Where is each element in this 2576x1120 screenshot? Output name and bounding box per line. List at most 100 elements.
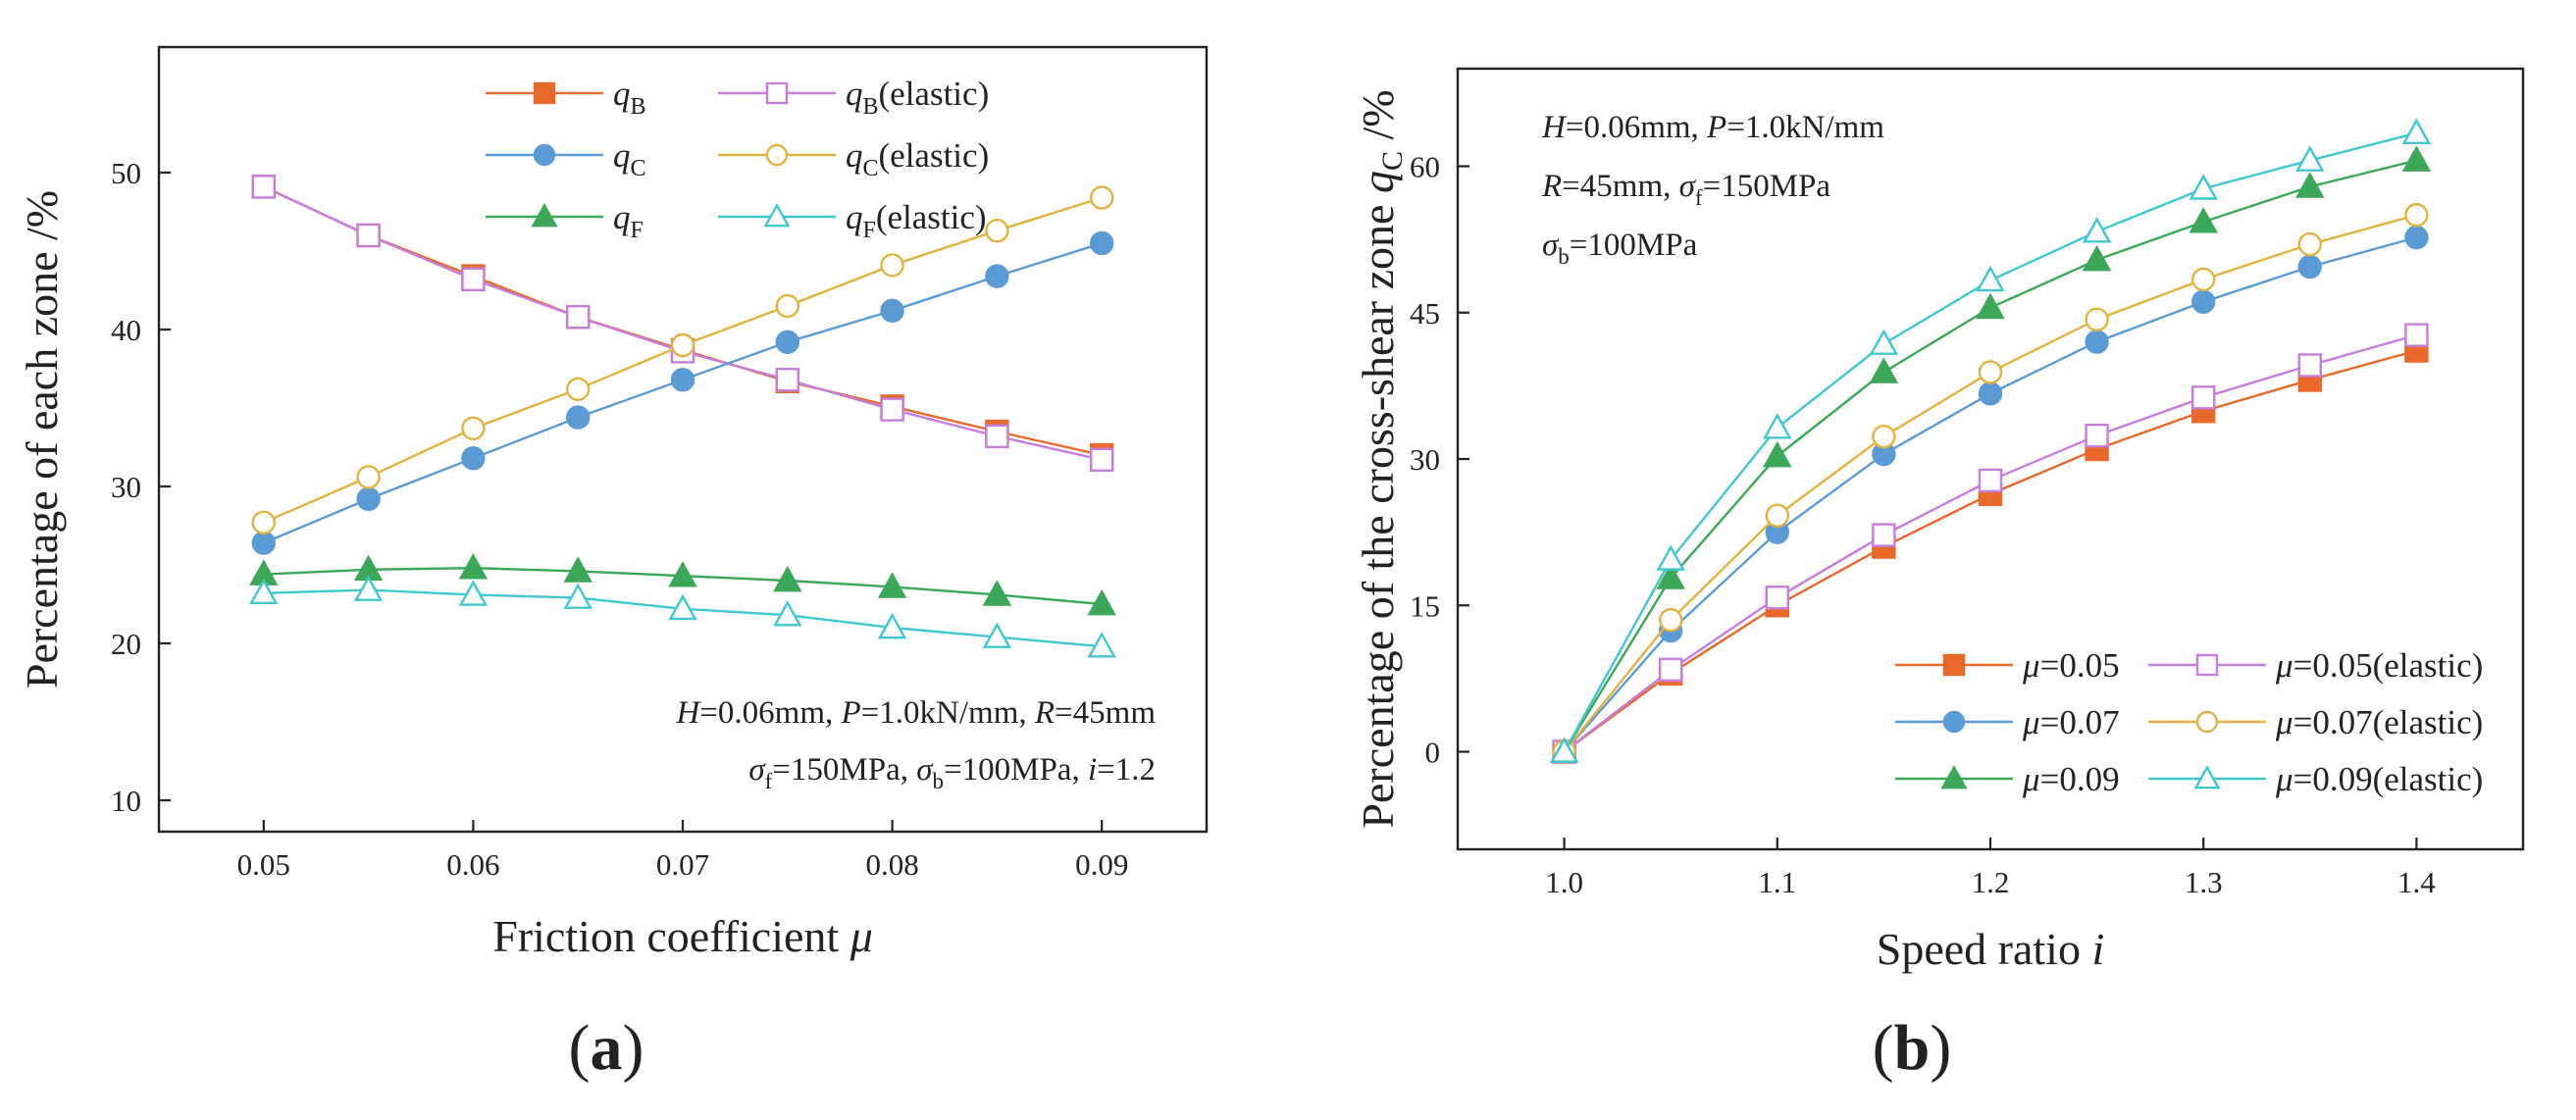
data-point-s4-p3 (1869, 357, 1899, 383)
text-span: ( (569, 1012, 591, 1084)
legend-label-5: μ=0.09(elastic) (2275, 760, 2483, 798)
text-span: ( (1873, 1012, 1894, 1084)
chart-panel-b: 1.0 1.1 1.2 1.3 1.4 0 15 30 45 60 Speed ratio i Per… (1353, 67, 2525, 1084)
legend-marker-0 (1942, 653, 1966, 677)
text-span: (elastic) (2373, 646, 2484, 685)
text-span: F (631, 218, 644, 243)
text-span: C (1376, 151, 1409, 171)
legend-label-1: qB(elastic) (846, 75, 989, 120)
data-point-s2-p7 (985, 264, 1009, 288)
data-point-s2-p1 (356, 486, 381, 511)
data-point-s1-p5 (2085, 423, 2109, 448)
data-point-s4-p4 (668, 561, 697, 587)
text-span: C (863, 156, 879, 181)
annotation-0: H=0.06mm, P=1.0kN/mm (1541, 110, 1884, 145)
data-point-s1-p7 (985, 424, 1009, 448)
data-point-s4-p6 (2189, 207, 2218, 233)
data-point-s4-p4 (1976, 292, 2005, 320)
data-point-s3-p8 (1089, 185, 1114, 210)
text-span: σ (1542, 228, 1560, 263)
x-tick-label: 1.1 (1758, 865, 1796, 899)
text-span: b (933, 769, 945, 793)
text-span: =45mm, (1562, 169, 1678, 204)
annotation-1: σf=150MPa, σb=100MPa, i=1.2 (748, 752, 1156, 793)
data-point-s2-p4 (670, 368, 696, 392)
legend-label-4: μ=0.09 (2022, 760, 2120, 798)
text-span: =1.2 (1097, 752, 1156, 788)
data-point-s5-p6 (877, 612, 907, 639)
data-point-s1-p3 (566, 305, 591, 330)
y-tick-label: 15 (1410, 588, 1440, 623)
text-span: P (1706, 110, 1726, 145)
text-span: =150MPa (1703, 169, 1831, 204)
y-tick-label: 45 (1410, 296, 1440, 331)
annotation-0: H=0.06mm, P=1.0kN/mm, R=45mm (675, 695, 1156, 731)
data-point-s2-p3 (566, 405, 591, 430)
x-axis-label: Friction coefficient μ (492, 911, 873, 961)
data-point-s5-p8 (2401, 118, 2432, 144)
data-point-s4-p7 (982, 580, 1012, 606)
text-span: q (613, 136, 631, 175)
data-point-s4-p2 (458, 553, 489, 580)
text-span: =100MPa (1570, 228, 1698, 263)
x-tick-label: 0.06 (446, 847, 499, 882)
data-point-s5-p2 (458, 580, 489, 606)
legend-marker-5 (763, 203, 791, 228)
x-tick-label: 1.2 (1972, 865, 2010, 899)
data-point-s1-p8 (1089, 447, 1114, 472)
legend-label-3: μ=0.07(elastic) (2275, 703, 2483, 741)
text-span: /% (1353, 89, 1403, 151)
y-tick-label: 30 (1410, 442, 1440, 477)
text-span: B (863, 94, 879, 120)
text-span: =0.07 (2293, 703, 2373, 741)
text-span: =1.0kN/mm (1726, 110, 1884, 145)
text-span: i (1088, 752, 1097, 788)
x-axis-label: Speed ratio i (1877, 924, 2105, 974)
text-span: μ (2022, 760, 2040, 798)
y-tick-label: 50 (111, 156, 141, 190)
text-span: σ (1679, 169, 1697, 204)
data-point-s4-p6 (877, 572, 907, 598)
legend-label-4: qF (613, 198, 644, 243)
text-span: =150MPa, (772, 752, 916, 788)
data-point-s5-p8 (1087, 632, 1116, 658)
legend-label-2: qC (613, 136, 646, 181)
text-span: Speed ratio (1877, 924, 2092, 974)
legend-label-0: μ=0.05 (2022, 646, 2120, 685)
data-point-s4-p5 (773, 565, 802, 592)
data-point-s3-p7 (985, 218, 1009, 243)
data-point-s3-p2 (1765, 503, 1790, 528)
x-tick-label: 0.09 (1075, 847, 1128, 882)
text-span: q (846, 75, 863, 113)
text-span: =0.05 (2293, 646, 2373, 685)
text-span: a (591, 1012, 623, 1084)
data-point-s5-p4 (1976, 265, 2005, 292)
text-span: Percentage of the cross-shear zone (1353, 193, 1403, 829)
text-span: (elastic) (2373, 703, 2484, 741)
data-point-s2-p4 (1978, 382, 2003, 406)
text-span: H (1541, 110, 1568, 145)
y-axis-label: Percentage of the cross-shear zone qC /% (1353, 89, 1409, 828)
data-point-s4-p5 (2082, 244, 2112, 272)
text-span: (elastic) (876, 198, 987, 236)
x-tick-label: 1.4 (2397, 865, 2436, 899)
legend-label-5: qF(elastic) (846, 198, 987, 243)
data-point-s1-p3 (1872, 523, 1896, 547)
data-point-s2-p8 (2404, 225, 2429, 250)
data-point-s5-p1 (353, 575, 384, 601)
legend-label-1: μ=0.05(elastic) (2275, 646, 2483, 685)
data-point-s1-p2 (461, 267, 486, 291)
text-span: ) (623, 1012, 644, 1084)
legend-marker-2 (533, 143, 556, 167)
text-span: ) (1930, 1012, 1951, 1084)
x-tick-label: 1.0 (1545, 865, 1583, 899)
series-line-0 (1563, 349, 2417, 753)
text-span: =0.06mm, (1566, 110, 1707, 145)
text-span: C (631, 156, 646, 181)
data-point-s2-p6 (880, 298, 904, 323)
data-point-s3-p3 (1872, 424, 1896, 449)
text-span: F (863, 218, 876, 243)
data-point-s2-p5 (775, 330, 799, 354)
text-span: H (675, 695, 701, 731)
